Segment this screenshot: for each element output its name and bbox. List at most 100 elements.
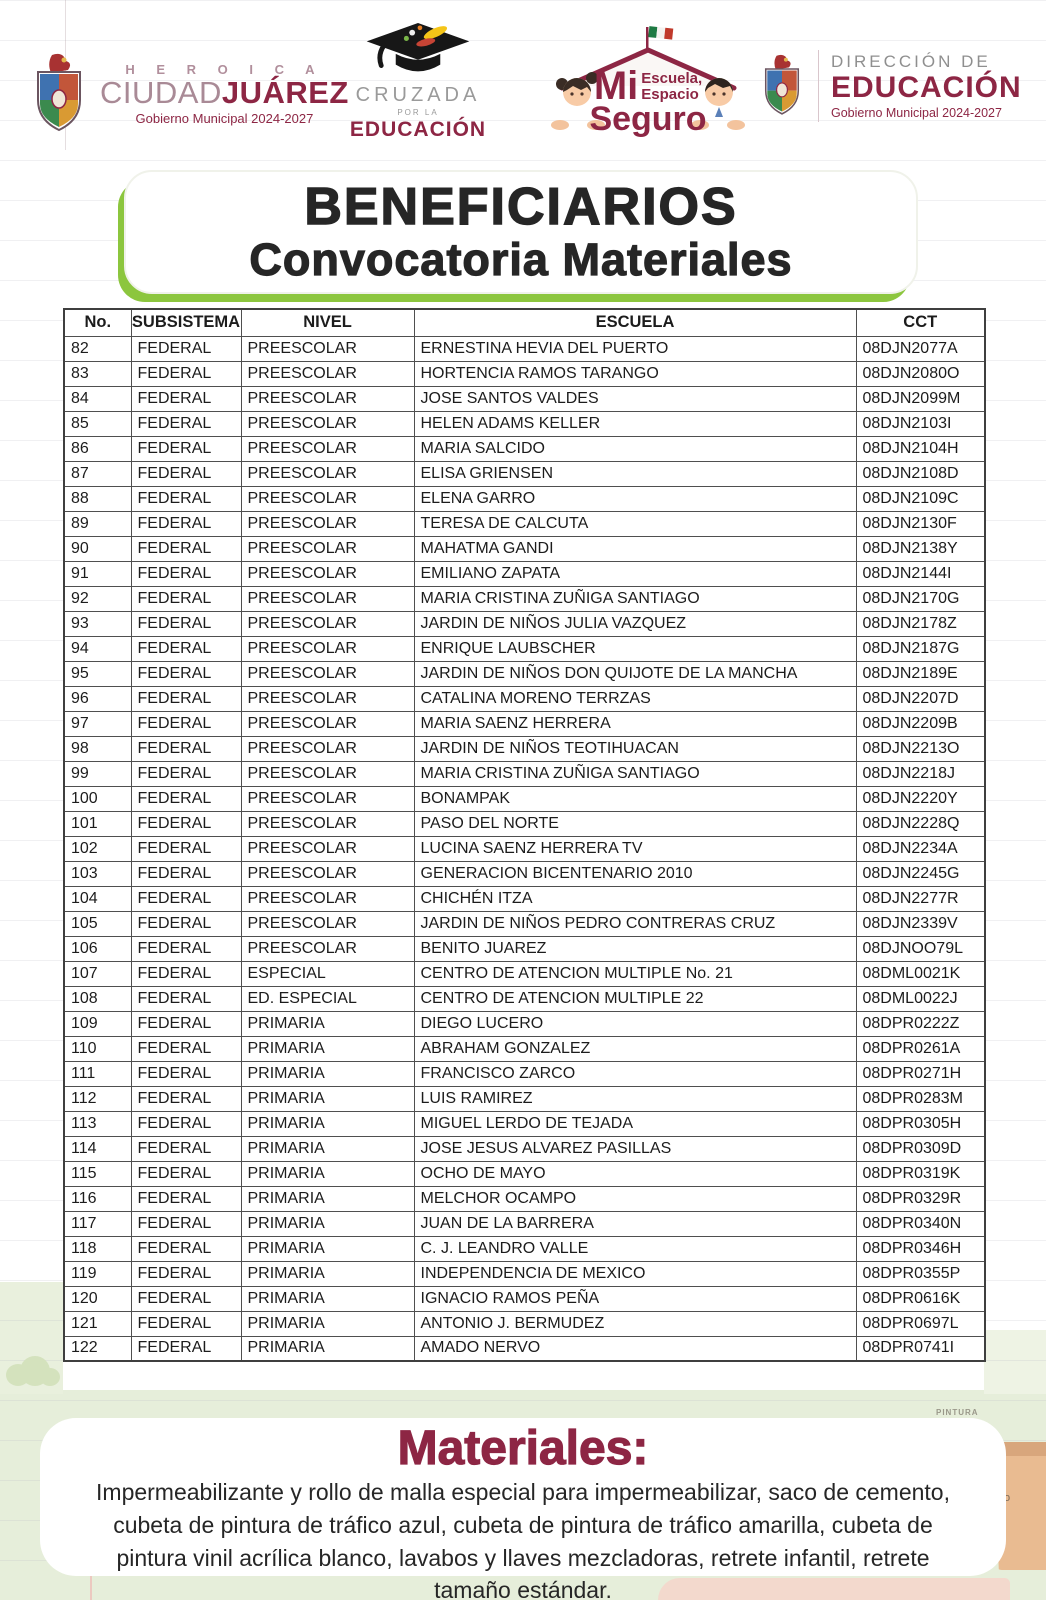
cell-cct: 08DJN2218J <box>855 760 986 787</box>
cell-nivel: PRIMARIA <box>240 1210 415 1237</box>
cell-no: 108 <box>63 985 132 1012</box>
cell-no: 98 <box>63 735 132 762</box>
cell-nivel: PREESCOLAR <box>240 810 415 837</box>
cell-cct: 08DJN2207D <box>855 685 986 712</box>
cell-subsistema: FEDERAL <box>130 785 242 812</box>
cell-escuela: BONAMPAK <box>413 785 857 812</box>
cell-no: 95 <box>63 660 132 687</box>
table-row: 83 FEDERAL PREESCOLAR HORTENCIA RAMOS TARAN… <box>63 360 986 387</box>
cell-escuela: INDEPENDENCIA DE MEXICO <box>413 1260 857 1287</box>
cell-cct: 08DJN2209B <box>855 710 986 737</box>
materials-description: Impermeabilizante y rollo de malla espec… <box>96 1479 950 1600</box>
cell-cct: 08DJN2189E <box>855 660 986 687</box>
cell-cct: 08DJN2103I <box>855 410 986 437</box>
cell-nivel: PRIMARIA <box>240 1010 415 1037</box>
cell-subsistema: FEDERAL <box>130 1110 242 1137</box>
cell-cct: 08DPR0355P <box>855 1260 986 1287</box>
cell-cct: 08DJN2144I <box>855 560 986 587</box>
table-row: 98 FEDERAL PREESCOLAR JARDIN DE NIÑOS TEOTI… <box>63 735 986 762</box>
cell-escuela: GENERACION BICENTENARIO 2010 <box>413 860 857 887</box>
cell-nivel: PRIMARIA <box>240 1035 415 1062</box>
cell-cct: 08DJN2130F <box>855 510 986 537</box>
table-row: 114 FEDERAL PRIMARIA JOSE JESUS ALVAREZ PAS… <box>63 1135 986 1162</box>
cell-no: 83 <box>63 360 132 387</box>
gobierno-municipal-text: Gobierno Municipal 2024-2027 <box>831 105 1002 120</box>
cell-no: 104 <box>63 885 132 912</box>
materials-panel: Materiales: Impermeabilizante y rollo de… <box>40 1418 1006 1600</box>
cell-subsistema: FEDERAL <box>130 335 242 362</box>
cell-nivel: PREESCOLAR <box>240 385 415 412</box>
direccion-educacion-logo: DIRECCIÓN DE EDUCACIÓN Gobierno Municipa… <box>758 50 1022 122</box>
cell-cct: 08DPR0340N <box>855 1210 986 1237</box>
cell-nivel: PREESCOLAR <box>240 935 415 962</box>
cell-cct: 08DJN2178Z <box>855 610 986 637</box>
cell-escuela: MAHATMA GANDI <box>413 535 857 562</box>
cell-escuela: MARIA CRISTINA ZUÑIGA SANTIAGO <box>413 760 857 787</box>
cell-nivel: PRIMARIA <box>240 1110 415 1137</box>
cell-nivel: PREESCOLAR <box>240 485 415 512</box>
cell-no: 105 <box>63 910 132 937</box>
cell-subsistema: FEDERAL <box>130 1160 242 1187</box>
column-header-nivel: NIVEL <box>240 308 415 337</box>
cell-escuela: CATALINA MORENO TERRZAS <box>413 685 857 712</box>
cell-no: 97 <box>63 710 132 737</box>
cell-no: 115 <box>63 1160 132 1187</box>
ciudad-juarez-logo: H E R O I C A CIUDADJUÁREZ Gobierno Muni… <box>28 52 349 136</box>
cell-cct: 08DJNOO79L <box>855 935 986 962</box>
cell-escuela: FRANCISCO ZARCO <box>413 1060 857 1087</box>
cell-nivel: PRIMARIA <box>240 1160 415 1187</box>
cell-subsistema: FEDERAL <box>130 410 242 437</box>
espacio-text: Espacio <box>641 85 699 103</box>
cell-subsistema: FEDERAL <box>130 360 242 387</box>
cell-no: 121 <box>63 1310 132 1337</box>
cell-subsistema: FEDERAL <box>130 985 242 1012</box>
cell-subsistema: FEDERAL <box>130 1335 242 1362</box>
cell-cct: 08DPR0283M <box>855 1085 986 1112</box>
cell-escuela: MARIA SALCIDO <box>413 435 857 462</box>
cell-no: 101 <box>63 810 132 837</box>
table-row: 109 FEDERAL PRIMARIA DIEGO LUCERO 08DPR0222Z <box>63 1010 986 1037</box>
bucket-detail: o <box>1004 1492 1011 1504</box>
page-title: BENEFICIARIOS <box>304 177 738 236</box>
cell-subsistema: FEDERAL <box>130 1085 242 1112</box>
cell-nivel: PREESCOLAR <box>240 335 415 362</box>
cell-subsistema: FEDERAL <box>130 835 242 862</box>
cell-escuela: ELISA GRIENSEN <box>413 460 857 487</box>
table-row: 122 FEDERAL PRIMARIA AMADO NERVO 08DPR0741I <box>63 1335 986 1362</box>
header-row: No. SUBSISTEMA NIVEL ESCUELA CCT <box>63 308 986 337</box>
beneficiaries-table: No. SUBSISTEMA NIVEL ESCUELA CCT 82 FEDERAL PR… <box>63 308 986 1362</box>
cell-subsistema: FEDERAL <box>130 735 242 762</box>
cell-no: 116 <box>63 1185 132 1212</box>
direccion-coat-of-arms-icon <box>764 54 800 115</box>
cell-subsistema: FEDERAL <box>130 1210 242 1237</box>
cell-nivel: ESPECIAL <box>240 960 415 987</box>
table-row: 121 FEDERAL PRIMARIA ANTONIO J. BERMUDEZ 08D… <box>63 1310 986 1337</box>
mi-escuela-espacio-seguro-logo: Mi Escuela, Espacio Seguro <box>548 22 748 140</box>
table-row: 88 FEDERAL PREESCOLAR ELENA GARRO 08DJN2109C <box>63 485 986 512</box>
cruzada-educacion-logo: CRUZADA POR LA EDUCACIÓN <box>338 22 498 142</box>
cell-cct: 08DML0021K <box>855 960 986 987</box>
cell-nivel: PREESCOLAR <box>240 560 415 587</box>
cell-subsistema: FEDERAL <box>130 1035 242 1062</box>
cell-nivel: PREESCOLAR <box>240 835 415 862</box>
cell-cct: 08DPR0309D <box>855 1135 986 1162</box>
table-row: 104 FEDERAL PREESCOLAR CHICHÉN ITZA 08DJN227… <box>63 885 986 912</box>
ciudad-juarez-wordmark: CIUDADJUÁREZ <box>100 76 349 110</box>
cell-subsistema: FEDERAL <box>130 1260 242 1287</box>
cell-escuela: OCHO DE MAYO <box>413 1160 857 1187</box>
cell-subsistema: FEDERAL <box>130 760 242 787</box>
educacion-text: EDUCACIÓN <box>349 118 487 141</box>
cell-subsistema: FEDERAL <box>130 860 242 887</box>
cell-subsistema: FEDERAL <box>130 885 242 912</box>
header: H E R O I C A CIUDADJUÁREZ Gobierno Muni… <box>0 0 1046 160</box>
cell-nivel: PREESCOLAR <box>240 735 415 762</box>
cell-cct: 08DJN2108D <box>855 460 986 487</box>
cell-nivel: PRIMARIA <box>240 1235 415 1262</box>
cell-subsistema: FEDERAL <box>130 1060 242 1087</box>
cell-no: 85 <box>63 410 132 437</box>
logo-divider <box>818 50 819 122</box>
cell-subsistema: FEDERAL <box>130 910 242 937</box>
cell-nivel: PRIMARIA <box>240 1185 415 1212</box>
cell-no: 122 <box>63 1335 132 1362</box>
